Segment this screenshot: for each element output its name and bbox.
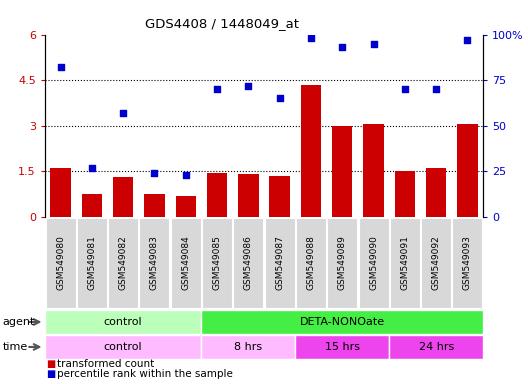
Text: GSM549083: GSM549083 (150, 236, 159, 290)
FancyBboxPatch shape (296, 218, 326, 308)
Text: 24 hrs: 24 hrs (419, 342, 454, 352)
FancyBboxPatch shape (265, 218, 295, 308)
Point (276, 95, 284, 101)
Text: GSM549085: GSM549085 (213, 236, 222, 290)
Text: transformed count: transformed count (57, 359, 154, 369)
Text: ■: ■ (46, 359, 56, 369)
FancyBboxPatch shape (45, 218, 76, 308)
Bar (144, 194, 165, 217)
Bar (50, 168, 71, 217)
Text: GSM549089: GSM549089 (338, 236, 347, 290)
Text: 15 hrs: 15 hrs (325, 342, 360, 352)
Point (213, 86, 221, 93)
Bar (113, 177, 133, 217)
Bar (332, 126, 352, 217)
FancyBboxPatch shape (390, 218, 420, 308)
FancyBboxPatch shape (202, 218, 232, 308)
Point (401, 86, 409, 93)
Text: DETA-NONOate: DETA-NONOate (300, 317, 385, 327)
Text: GSM549086: GSM549086 (244, 236, 253, 290)
FancyBboxPatch shape (359, 218, 389, 308)
Text: control: control (104, 342, 143, 352)
FancyBboxPatch shape (201, 310, 483, 334)
Bar (363, 124, 384, 217)
FancyBboxPatch shape (139, 218, 169, 308)
Point (150, 170, 158, 176)
Text: ■: ■ (46, 369, 56, 379)
Bar (238, 174, 259, 217)
Text: GSM549088: GSM549088 (306, 236, 315, 290)
Text: GSM549087: GSM549087 (275, 236, 284, 290)
Text: GSM549091: GSM549091 (400, 236, 409, 290)
Text: agent: agent (3, 317, 35, 327)
Text: percentile rank within the sample: percentile rank within the sample (57, 369, 233, 379)
Text: GSM549082: GSM549082 (119, 236, 128, 290)
Text: GSM549081: GSM549081 (87, 236, 96, 290)
FancyBboxPatch shape (45, 310, 201, 334)
Text: GDS4408 / 1448049_at: GDS4408 / 1448049_at (145, 17, 299, 30)
Point (307, 35, 315, 41)
Text: time: time (3, 342, 28, 352)
Point (244, 83, 252, 89)
FancyBboxPatch shape (45, 335, 201, 359)
Text: 8 hrs: 8 hrs (234, 342, 262, 352)
FancyBboxPatch shape (77, 218, 107, 308)
Text: control: control (104, 317, 143, 327)
Point (338, 44, 346, 50)
Bar (457, 124, 478, 217)
Point (88, 165, 96, 171)
Point (370, 41, 378, 47)
Bar (395, 171, 415, 217)
FancyBboxPatch shape (295, 335, 389, 359)
Point (463, 37, 472, 43)
FancyBboxPatch shape (389, 335, 483, 359)
Bar (301, 85, 321, 217)
FancyBboxPatch shape (327, 218, 357, 308)
Bar (269, 176, 290, 217)
FancyBboxPatch shape (233, 218, 263, 308)
Bar (207, 173, 227, 217)
Text: GSM549092: GSM549092 (432, 236, 441, 290)
FancyBboxPatch shape (171, 218, 201, 308)
Text: GSM549090: GSM549090 (369, 236, 378, 290)
Bar (82, 194, 102, 217)
Bar (426, 168, 446, 217)
Point (432, 86, 440, 93)
FancyBboxPatch shape (421, 218, 451, 308)
Point (119, 110, 127, 116)
Text: GSM549093: GSM549093 (463, 236, 472, 290)
Point (56, 65, 65, 71)
Bar (176, 196, 196, 217)
FancyBboxPatch shape (108, 218, 138, 308)
Text: GSM549080: GSM549080 (56, 236, 65, 290)
FancyBboxPatch shape (452, 218, 483, 308)
Point (182, 172, 190, 178)
Text: GSM549084: GSM549084 (181, 236, 190, 290)
FancyBboxPatch shape (201, 335, 295, 359)
